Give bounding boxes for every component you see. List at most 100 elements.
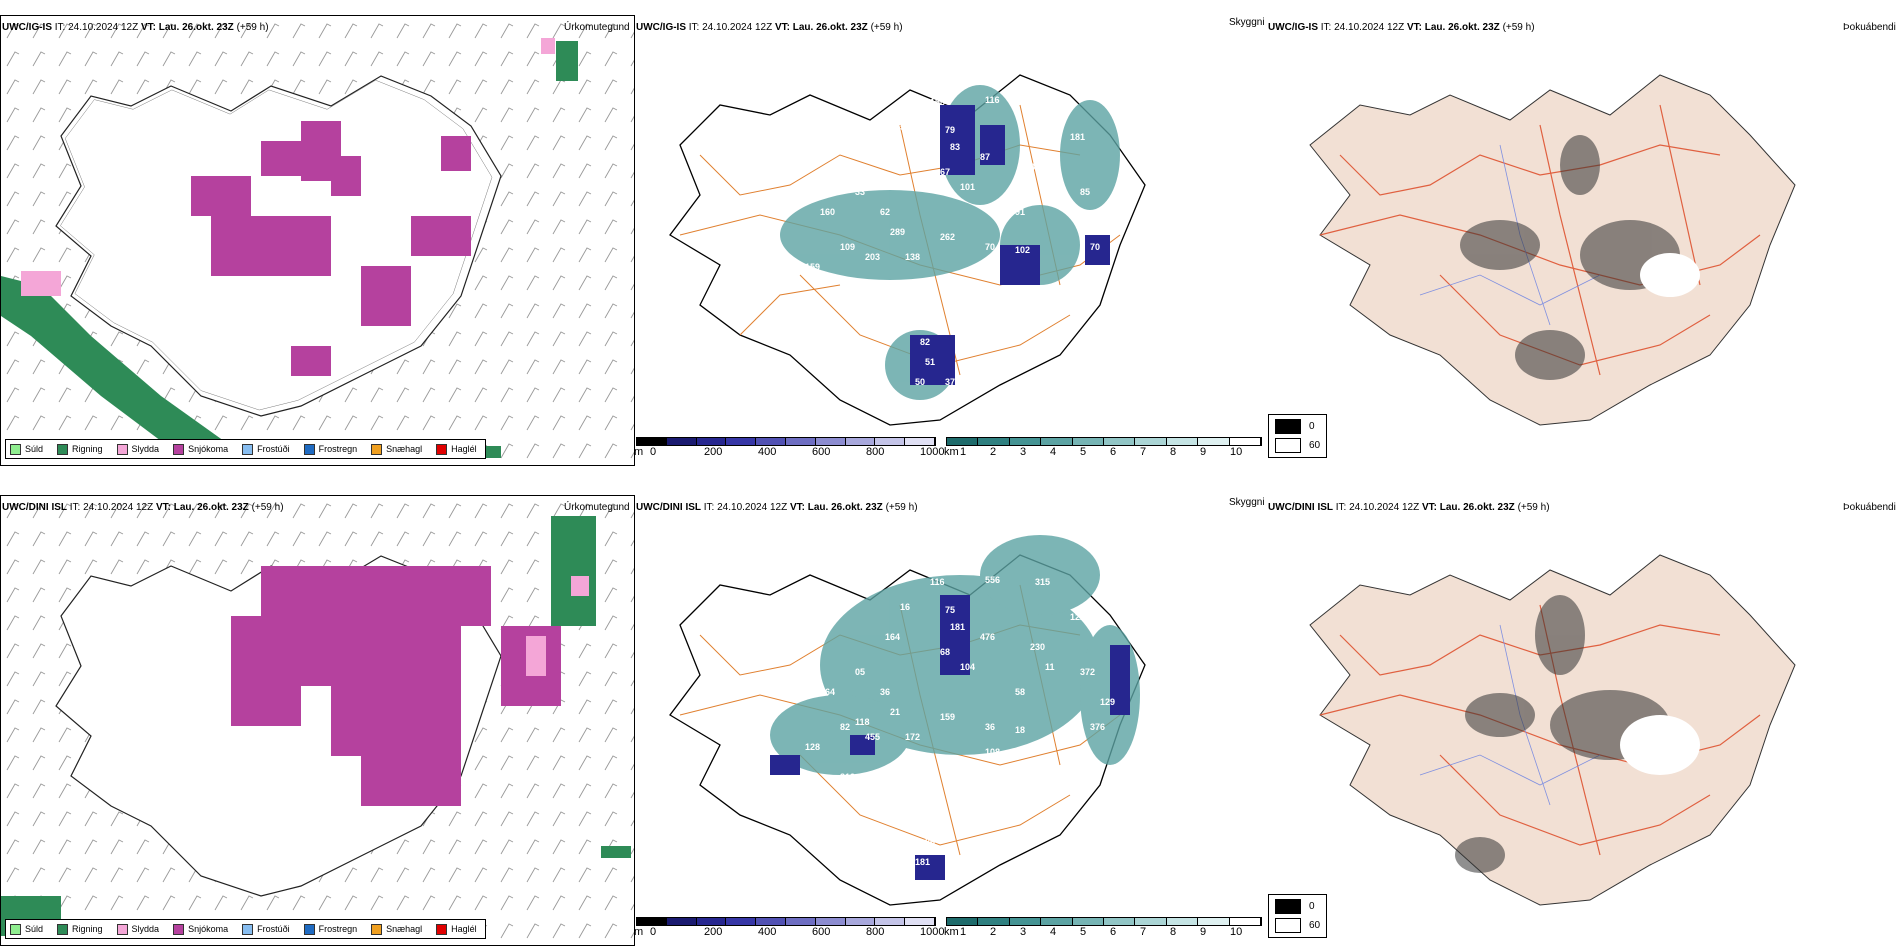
legend-label: Snjókoma: [188, 444, 229, 454]
scale-swatch: [666, 438, 697, 445]
cloud-map-row1: 168 116 634 58 79 83 143 181 87 67 31 101 102 85 33 62 9…: [669, 74, 1146, 426]
precip-header-row1: UWC/IG-IS IT: 24.10.2024 12Z VT: Lau. 26…: [2, 22, 269, 33]
row2: Súld Rigning Slydda Snjókoma Frostúði Fr…: [0, 480, 1900, 950]
legend-label: Snæhagl: [386, 924, 423, 934]
cloud-number-label: 58: [900, 122, 910, 132]
scale-swatch: [1229, 438, 1262, 445]
scale-tick-label: 1000: [920, 446, 945, 458]
scale-tick-label: 5: [1080, 926, 1087, 938]
scale-swatch: [815, 918, 846, 925]
cloud-number-label: 104: [960, 662, 975, 672]
cloud-number-label: 83: [950, 142, 960, 152]
scale-swatch: [845, 438, 876, 445]
scale-swatch: [637, 438, 667, 445]
fog-header-row2: UWC/DINI ISL IT: 24.10.2024 12Z VT: Lau.…: [1268, 502, 1550, 513]
cloud-number-label: 168: [930, 97, 945, 107]
vis-scale-row2: km 1 2 3 4 5 6 7 8 9 10: [944, 917, 1262, 938]
legend-label: Slydda: [131, 444, 160, 454]
precip-title-row2: Úrkomutegund: [564, 502, 630, 513]
cloud-number-label: 82: [840, 722, 850, 732]
scale-tick-label: 10: [1230, 926, 1243, 938]
cloud-number-label: 101: [960, 182, 975, 192]
legend-label: Snæhagl: [386, 444, 423, 454]
height-scale-row1: m 0 200 400 600 800 1000: [634, 437, 944, 458]
cloud-number-label: 129: [1100, 697, 1115, 707]
scale-tick-label: 800: [866, 446, 885, 458]
cloud-number-label: 143: [885, 152, 900, 162]
scale-swatch: [1229, 918, 1262, 925]
scale-tick-label: 8: [1170, 926, 1177, 938]
legend-label: Súld: [25, 924, 44, 934]
cloud-number-label: 18: [1015, 725, 1025, 735]
cloud-number-label: 91: [1015, 207, 1025, 217]
legend-label: Haglél: [451, 444, 477, 454]
row1: Súld Rigning Slydda Snjókoma Frostúði Fr…: [0, 15, 1896, 466]
scale-tick-label: 0: [650, 926, 657, 938]
cloud-number-label: 62: [880, 207, 890, 217]
scale-swatch: [875, 918, 906, 925]
legend-label: Haglél: [451, 924, 477, 934]
scale-swatch: [1166, 438, 1199, 445]
cloud-number-label: 87: [980, 152, 990, 162]
scale-tick-label: 600: [812, 446, 831, 458]
legend-label: Súld: [25, 444, 44, 454]
legend-label: Frostúði: [257, 444, 290, 454]
scale-swatch: [1041, 918, 1073, 925]
scale-swatch: [875, 438, 906, 445]
cloud-number-label: 372: [1080, 667, 1095, 677]
cloud-number-label: 58: [1015, 687, 1025, 697]
legend-label: Snjókoma: [188, 924, 229, 934]
scale-tick-label: 1: [960, 926, 967, 938]
scale-swatch: [1104, 918, 1136, 925]
cloud-number-label: 33: [855, 187, 865, 197]
cloud-number-label: 160: [820, 207, 835, 217]
legend-label: Frostregn: [318, 924, 358, 934]
cloud-number-label: 164: [820, 687, 835, 697]
cloud-map-row2: 116 556 315 16 75 181 164 122 476 68 230 104 11 372 05…: [669, 535, 1146, 906]
cloud-number-label: 181: [1070, 132, 1085, 142]
cloud-number-label: 113: [985, 267, 1000, 277]
cloud-number-label: 159: [805, 262, 820, 272]
scale-tick-label: 5: [1080, 446, 1087, 458]
scale-swatch: [845, 918, 876, 925]
cloud-number-label: 116: [985, 95, 1000, 105]
cloud-number-label: 75: [945, 605, 955, 615]
scale-swatch: [726, 438, 757, 445]
scale-tick-label: 1000: [920, 926, 945, 938]
scale-tick-label: 7: [1140, 446, 1147, 458]
precip-legend-row2: Súld Rigning Slydda Snjókoma Frostúði Fr…: [5, 919, 486, 939]
cloud-number-label: 374: [1060, 732, 1075, 742]
cloud-number-label: 108: [985, 747, 1000, 757]
cloud-number-label: 68: [940, 647, 950, 657]
scale-tick-label: 7: [1140, 926, 1147, 938]
scale-swatch: [978, 438, 1010, 445]
cloud-number-label: 164: [885, 632, 900, 642]
scale-swatch: [666, 918, 697, 925]
vis-scale-row1: km 1 2 3 4 5 6 7 8 9 10: [944, 437, 1262, 458]
legend-label: Frostregn: [318, 444, 358, 454]
scale-swatch: [696, 918, 727, 925]
cloud-number-label: 238: [1010, 797, 1025, 807]
cloud-number-label: 312: [840, 772, 855, 782]
scale-tick-label: 200: [704, 446, 723, 458]
scale-swatch: [1104, 438, 1136, 445]
cloud-number-label: 67: [940, 167, 950, 177]
cloud-header-row2: UWC/DINI ISL IT: 24.10.2024 12Z VT: Lau.…: [636, 502, 918, 513]
cloud-number-label: 128: [805, 742, 820, 752]
cloud-number-label: 86: [925, 837, 935, 847]
legend-label: Rigning: [72, 924, 103, 934]
scale-swatch: [1135, 438, 1167, 445]
scale-tick-label: 3: [1020, 446, 1027, 458]
cloud-number-label: 102: [1015, 245, 1030, 255]
cloud-number-label: 289: [890, 227, 905, 237]
fog-legend-value: 60: [1309, 920, 1321, 931]
cloud-number-label: 103: [920, 817, 935, 827]
scale-tick-label: 400: [758, 446, 777, 458]
legend-label: Slydda: [131, 924, 160, 934]
scale-swatch: [696, 438, 727, 445]
scale-tick-label: 1: [960, 446, 967, 458]
cloud-number-label: 85: [1080, 187, 1090, 197]
scale-swatch: [1166, 918, 1199, 925]
precip-header-row2: UWC/DINI ISL IT: 24.10.2024 12Z VT: Lau.…: [2, 502, 284, 513]
cloud-number-label: 159: [940, 712, 955, 722]
